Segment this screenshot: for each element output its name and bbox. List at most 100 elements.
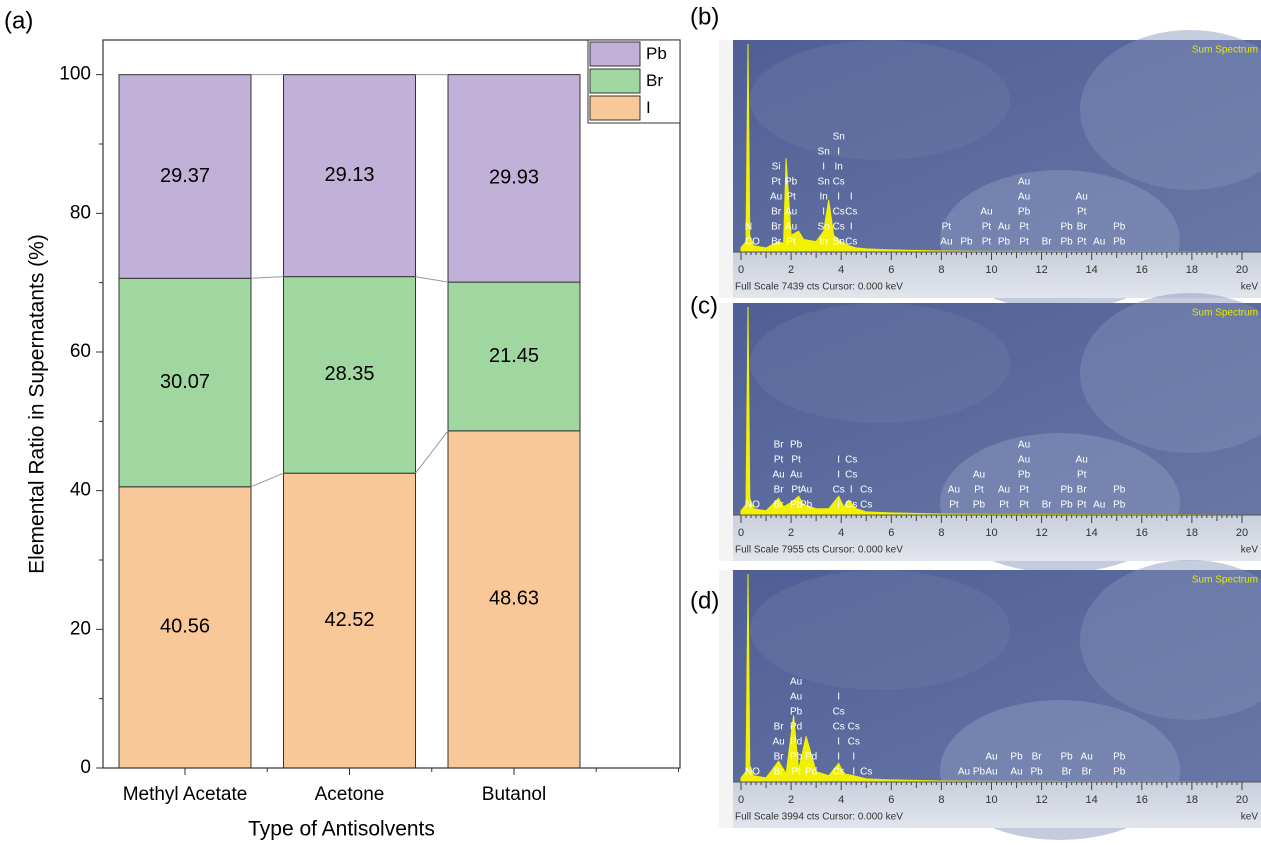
x-tick-label: 6 <box>888 264 894 276</box>
peak-label: Au <box>1018 440 1030 451</box>
footer-text: Full Scale 7955 cts Cursor: 0.000 keV <box>735 545 903 556</box>
peak-label: I <box>850 192 853 203</box>
legend-swatch <box>590 42 640 66</box>
peak-label: Cs <box>833 707 845 718</box>
peak-label: Pb <box>1113 500 1126 511</box>
peak-label: Pt <box>1019 500 1029 511</box>
peak-label: I <box>852 767 855 778</box>
peak-label: In <box>819 192 827 203</box>
x-tick-label: 20 <box>1236 527 1248 539</box>
value-label: 29.93 <box>489 167 539 189</box>
peak-label: I <box>837 147 840 158</box>
value-label: 42.52 <box>324 609 374 631</box>
peak-label: Pb <box>973 767 986 778</box>
peak-label: Au <box>998 222 1010 233</box>
peak-label: Pt <box>771 177 781 188</box>
connector-line <box>416 277 449 282</box>
spectrum-title: Sum Spectrum <box>1192 575 1258 586</box>
peak-label-group: Br <box>1042 237 1053 248</box>
peak-label: Au <box>1076 455 1088 466</box>
x-tick-label: 10 <box>985 264 997 276</box>
peak-label: Au <box>785 222 797 233</box>
peak-label: Pd <box>805 767 817 778</box>
peak-label: N <box>745 500 752 511</box>
peak-label: Pt <box>1019 485 1029 496</box>
peak-label: Br <box>774 500 785 511</box>
sem-grain <box>750 570 1010 690</box>
peak-label: Cs <box>845 470 857 481</box>
figure: (a)40.5642.5248.6330.0728.3521.4529.3729… <box>0 0 1261 845</box>
peak-label: Pt <box>791 767 801 778</box>
peak-label-group: Pb <box>973 767 986 778</box>
y-axis-title: Elemental Ratio in Supernatants (%) <box>26 234 49 574</box>
peak-label: Au <box>772 737 784 748</box>
legend-swatch <box>590 96 640 120</box>
peak-label: Sn <box>818 147 830 158</box>
peak-label: Au <box>948 485 960 496</box>
peak-label: Au <box>940 237 952 248</box>
peak-label: I <box>850 485 853 496</box>
peak-label: Au <box>985 752 997 763</box>
peak-label: Pb <box>800 500 813 511</box>
x-tick-label: 14 <box>1086 264 1098 276</box>
x-tick-label: Methyl Acetate <box>123 784 248 805</box>
spectrum-title: Sum Spectrum <box>1192 308 1258 319</box>
peak-label: Pt <box>1019 222 1029 233</box>
x-axis-title: keV <box>1241 545 1259 556</box>
connector-line <box>251 473 284 487</box>
peak-label: O <box>752 237 760 248</box>
peak-label: Pt <box>786 237 796 248</box>
peak-label: I <box>822 207 825 218</box>
peak-label: Au <box>785 207 797 218</box>
peak-label: Pb <box>1113 485 1126 496</box>
x-tick-label: 6 <box>888 527 894 539</box>
y-tick-label: 100 <box>59 64 91 85</box>
peak-label: Cs <box>833 485 845 496</box>
peak-label: I <box>837 192 840 203</box>
x-tick-label: Acetone <box>315 784 385 805</box>
x-tick-label: 2 <box>788 527 794 539</box>
peak-label: Sn <box>833 237 845 248</box>
peak-label: I <box>837 752 840 763</box>
peak-label: Au <box>800 485 812 496</box>
peak-label: Cs <box>845 207 857 218</box>
x-tick-label: 12 <box>1035 264 1047 276</box>
peak-label: Cs <box>860 485 872 496</box>
connector-line <box>251 277 284 279</box>
peak-label: Au <box>1093 500 1105 511</box>
peak-label: Cs <box>833 177 845 188</box>
peak-label: Br <box>1082 767 1093 778</box>
page: (a)40.5642.5248.6330.0728.3521.4529.3729… <box>0 0 1261 845</box>
x-tick-label: 8 <box>938 527 944 539</box>
peak-label: Pb <box>1061 752 1074 763</box>
peak-label: Pb <box>1113 222 1126 233</box>
spectrum-title: Sum Spectrum <box>1192 45 1258 56</box>
peak-label: Au <box>1081 752 1093 763</box>
panel-label: (c) <box>690 292 718 319</box>
peak-label-group: Pb <box>960 237 973 248</box>
peak-label: Br <box>774 722 785 733</box>
peak-label: Au <box>958 767 970 778</box>
x-axis-title: Type of Antisolvents <box>248 818 435 841</box>
value-label: 29.13 <box>324 164 374 186</box>
peak-label: Cs <box>848 737 860 748</box>
peak-label: Au <box>1076 192 1088 203</box>
peak-label: Br <box>771 237 782 248</box>
peak-label-group: AuPtPt <box>980 207 992 248</box>
peak-label: Cs <box>833 222 845 233</box>
peak-label: Au <box>973 470 985 481</box>
peak-label: I <box>837 455 840 466</box>
peak-label: Pt <box>999 500 1009 511</box>
peak-label: Pb <box>1018 470 1031 481</box>
peak-label: Cs <box>845 237 857 248</box>
x-tick-label: 10 <box>985 794 997 806</box>
peak-label: Br <box>1042 500 1053 511</box>
peak-label: Au <box>985 767 997 778</box>
x-axis-title: keV <box>1241 282 1259 293</box>
peak-label-group: Cs <box>860 767 872 778</box>
peak-label-group: Au <box>1093 237 1105 248</box>
x-tick-label: 20 <box>1236 264 1248 276</box>
x-tick-label: 12 <box>1035 794 1047 806</box>
sem-grain <box>750 303 1010 423</box>
